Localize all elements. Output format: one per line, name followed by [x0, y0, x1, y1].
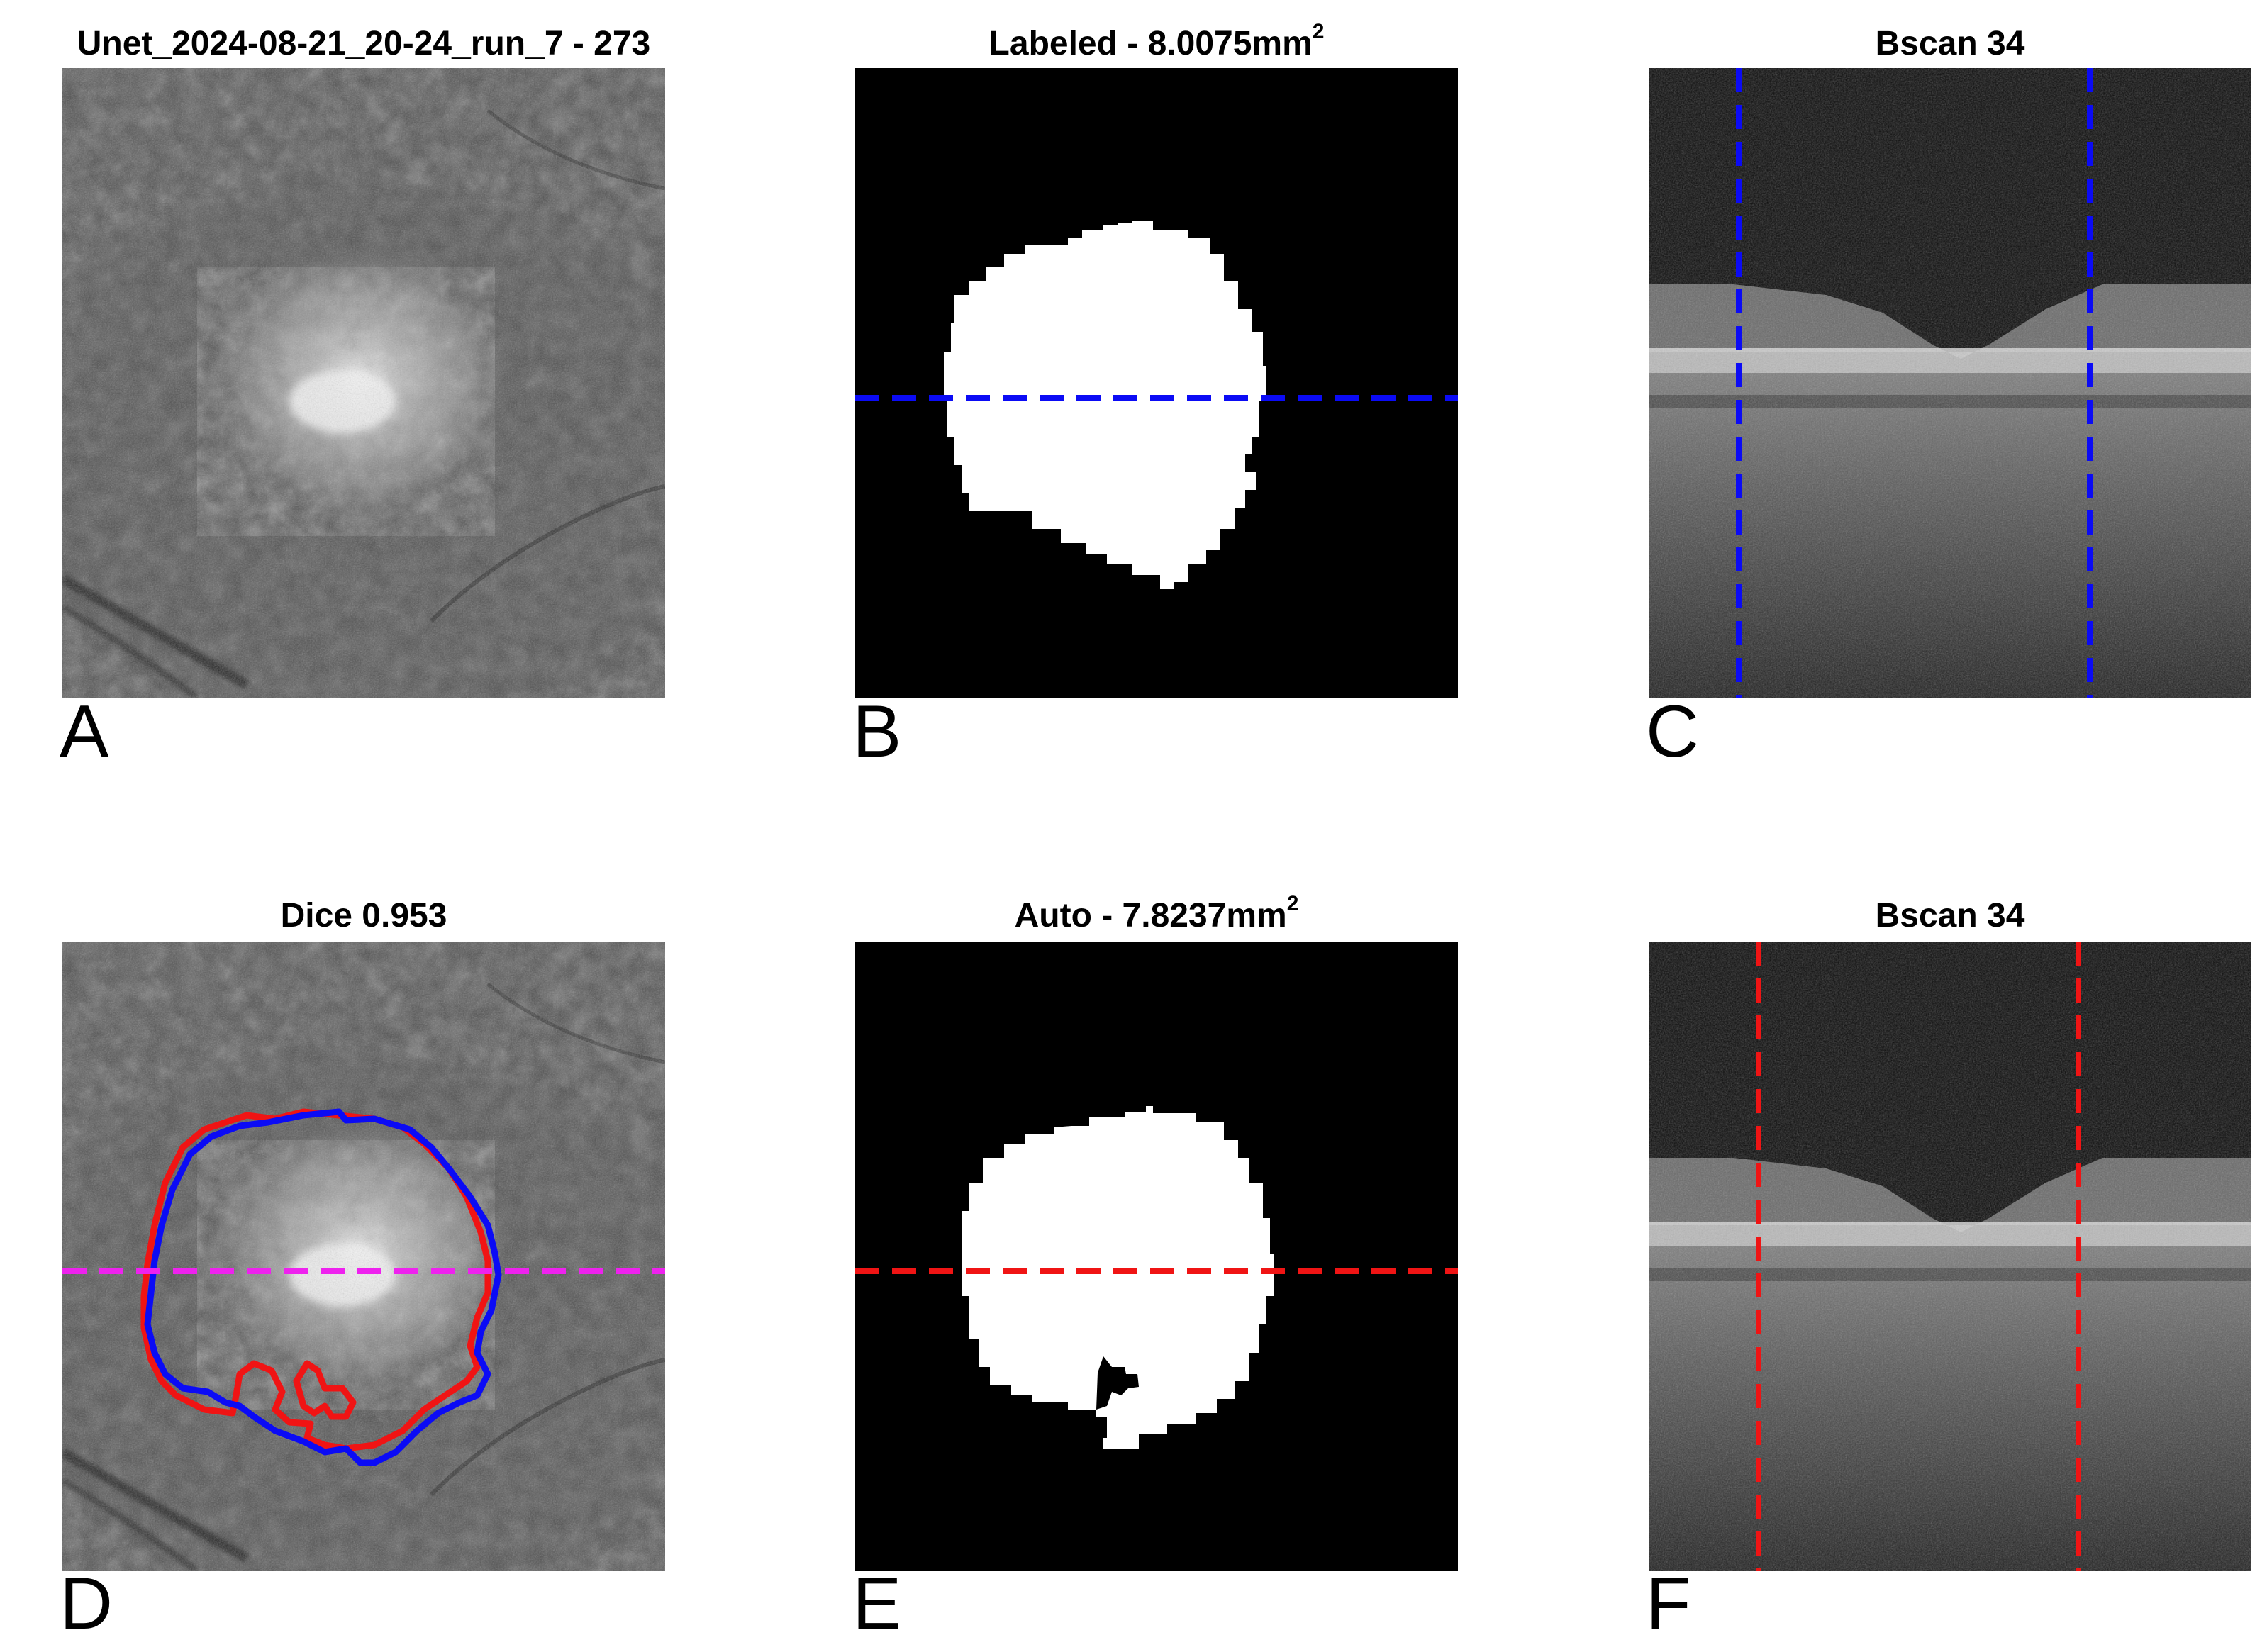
panel-d-overlay-image	[62, 942, 665, 1571]
panel-b-title: Labeled - 8.0075mm2	[855, 20, 1458, 65]
panel-d-title: Dice 0.953	[280, 897, 447, 934]
auto-lesion-mask	[962, 1106, 1274, 1449]
panel-f-bscan-image	[1649, 942, 2251, 1571]
panel-a-letter: A	[60, 691, 109, 773]
panel-c-bscan-image	[1649, 68, 2251, 698]
panel-d-letter: D	[60, 1563, 113, 1645]
panel-e-auto-mask	[855, 942, 1458, 1571]
labeled-contour	[144, 1108, 502, 1466]
panel-b-letter: B	[852, 691, 902, 773]
panel-b-title-sup: 2	[1312, 20, 1325, 43]
panel-c-letter: C	[1646, 691, 1700, 773]
panel-a-title: Unet_2024-08-21_20-24_run_7 - 273	[77, 25, 651, 62]
panel-f-title: Bscan 34	[1875, 897, 2025, 934]
panel-f-letter: F	[1646, 1563, 1691, 1645]
auto-contour-hole	[293, 1360, 357, 1420]
panel-e-title: Auto - 7.8237mm2	[855, 892, 1458, 937]
panel-e-letter: E	[852, 1563, 902, 1645]
panel-b-title-text: Labeled - 8.0075mm	[988, 25, 1313, 62]
panel-b-labeled-mask	[855, 68, 1458, 698]
panel-e-title-sup: 2	[1286, 892, 1299, 915]
panel-a-fundus-image	[62, 68, 665, 698]
labeled-lesion-mask	[944, 221, 1266, 589]
panel-e-title-text: Auto - 7.8237mm	[1014, 897, 1287, 934]
panel-c-title: Bscan 34	[1875, 25, 2025, 62]
